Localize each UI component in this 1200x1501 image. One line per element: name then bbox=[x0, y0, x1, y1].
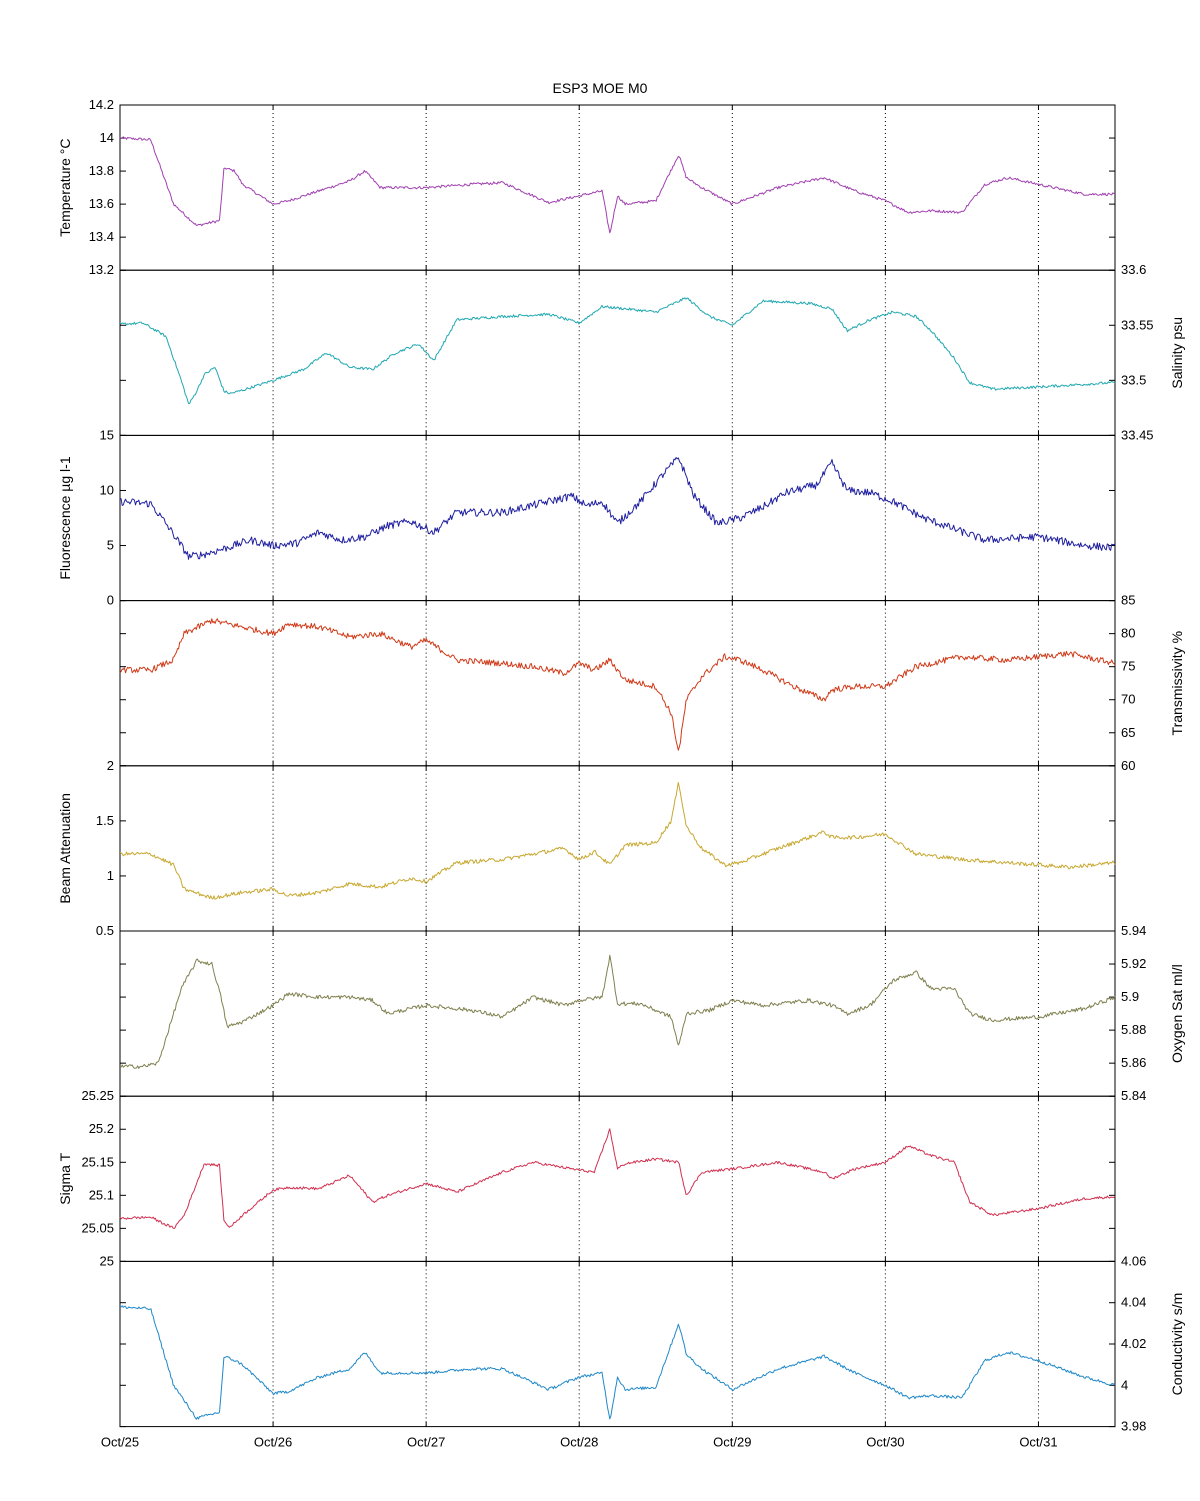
series-line-transmissivity bbox=[119, 618, 1116, 751]
series-line-oxygen-sat bbox=[119, 954, 1116, 1069]
y-tick-label: 70 bbox=[1121, 692, 1135, 707]
y-tick-label: 25.25 bbox=[81, 1088, 114, 1103]
panel-fluorescence: 0 5 10 15 Fluorescence µg l-1 bbox=[57, 427, 1116, 608]
panel-frame bbox=[119, 765, 1116, 932]
y-tick-label: 2 bbox=[107, 758, 114, 773]
x-tick-label: Oct/30 bbox=[866, 1435, 904, 1450]
chart-title: ESP3 MOE M0 bbox=[553, 80, 648, 96]
panel-frame bbox=[119, 1095, 1116, 1262]
y-axis-label: Salinity psu bbox=[1169, 317, 1185, 389]
panel-frame bbox=[119, 269, 1116, 436]
y-tick-label: 65 bbox=[1121, 725, 1135, 740]
y-tick-label: 1.5 bbox=[96, 813, 114, 828]
y-tick-label: 33.45 bbox=[1121, 427, 1154, 442]
y-tick-label: 13.6 bbox=[89, 196, 114, 211]
x-tick-label: Oct/26 bbox=[254, 1435, 292, 1450]
y-tick-label: 5.92 bbox=[1121, 956, 1146, 971]
y-axis-label: Transmissivity % bbox=[1169, 631, 1185, 736]
panel-frame bbox=[119, 1260, 1116, 1428]
y-tick-label: 1 bbox=[107, 868, 114, 883]
y-tick-label: 60 bbox=[1121, 758, 1135, 773]
series-line-salinity bbox=[119, 297, 1116, 405]
y-tick-label: 33.55 bbox=[1121, 317, 1154, 332]
y-tick-label: 80 bbox=[1121, 626, 1135, 641]
panel-salinity: 33.45 33.5 33.55 33.6 Salinity psu bbox=[119, 262, 1185, 442]
series-line-conductivity bbox=[119, 1305, 1116, 1420]
panel-frame bbox=[119, 600, 1116, 767]
y-tick-label: 25.2 bbox=[89, 1121, 114, 1136]
panel-temperature: 13.2 13.4 13.6 13.8 14 14.2 Temperature °C bbox=[57, 97, 1116, 277]
y-tick-label: 15 bbox=[100, 427, 114, 442]
y-tick-label: 13.4 bbox=[89, 229, 114, 244]
y-tick-label: 5.88 bbox=[1121, 1022, 1146, 1037]
y-axis-label: Beam Attenuation bbox=[57, 793, 73, 904]
y-tick-label: 4 bbox=[1121, 1377, 1128, 1392]
y-axis-label: Conductivity s/m bbox=[1169, 1293, 1185, 1396]
panel-conductivity: 3.98 4 4.02 4.04 4.06 Conductivity s/m bbox=[119, 1253, 1185, 1434]
panel-transmissivity: 60 65 70 75 80 85 Transmissivity % bbox=[119, 593, 1185, 773]
panel-frame bbox=[119, 104, 1116, 271]
y-tick-label: 25.1 bbox=[89, 1187, 114, 1202]
panel-frame bbox=[119, 930, 1116, 1097]
y-tick-label: 25.15 bbox=[81, 1154, 114, 1169]
series-line-beam-attenuation bbox=[119, 782, 1116, 900]
y-axis-label: Temperature °C bbox=[57, 138, 73, 236]
y-tick-label: 25 bbox=[100, 1253, 114, 1268]
y-tick-label: 0.5 bbox=[96, 923, 114, 938]
y-tick-label: 3.98 bbox=[1121, 1419, 1146, 1434]
y-tick-label: 25.05 bbox=[81, 1220, 114, 1235]
y-tick-label: 4.06 bbox=[1121, 1253, 1146, 1268]
panel-beam-attenuation: 0.5 1 1.5 2 Beam Attenuation bbox=[57, 758, 1116, 938]
x-tick-label: Oct/31 bbox=[1019, 1435, 1057, 1450]
y-tick-label: 5.9 bbox=[1121, 989, 1139, 1004]
y-tick-label: 5.84 bbox=[1121, 1088, 1146, 1103]
y-axis-label: Fluorescence µg l-1 bbox=[57, 456, 73, 579]
series-line-fluorescence bbox=[119, 457, 1116, 560]
panel-frame bbox=[119, 434, 1116, 602]
y-tick-label: 33.6 bbox=[1121, 262, 1146, 277]
y-tick-label: 13.2 bbox=[89, 262, 114, 277]
y-tick-label: 5.94 bbox=[1121, 923, 1146, 938]
panel-sigma-t: 25 25.05 25.1 25.15 25.2 25.25 Sigma T bbox=[57, 1088, 1116, 1268]
y-tick-label: 75 bbox=[1121, 659, 1135, 674]
y-tick-label: 4.04 bbox=[1121, 1295, 1146, 1310]
y-tick-label: 33.5 bbox=[1121, 372, 1146, 387]
x-tick-label: Oct/25 bbox=[101, 1435, 139, 1450]
series-line-temperature bbox=[119, 136, 1116, 234]
panel-oxygen-sat: 5.84 5.86 5.88 5.9 5.92 5.94 Oxygen Sat ml/l bbox=[119, 923, 1185, 1103]
y-tick-label: 10 bbox=[100, 482, 114, 497]
y-tick-label: 13.8 bbox=[89, 163, 114, 178]
y-axis-label: Sigma T bbox=[57, 1152, 73, 1204]
y-axis-label: Oxygen Sat ml/l bbox=[1169, 964, 1185, 1063]
x-tick-label: Oct/27 bbox=[407, 1435, 445, 1450]
x-tick-label: Oct/28 bbox=[560, 1435, 598, 1450]
y-tick-label: 85 bbox=[1121, 593, 1135, 608]
series-line-sigma-t bbox=[119, 1128, 1116, 1230]
y-tick-label: 5 bbox=[107, 538, 114, 553]
y-tick-label: 14.2 bbox=[89, 97, 114, 112]
y-tick-label: 5.86 bbox=[1121, 1055, 1146, 1070]
x-tick-label: Oct/29 bbox=[713, 1435, 751, 1450]
y-tick-label: 0 bbox=[107, 593, 114, 608]
y-tick-label: 4.02 bbox=[1121, 1336, 1146, 1351]
y-tick-label: 14 bbox=[100, 130, 114, 145]
